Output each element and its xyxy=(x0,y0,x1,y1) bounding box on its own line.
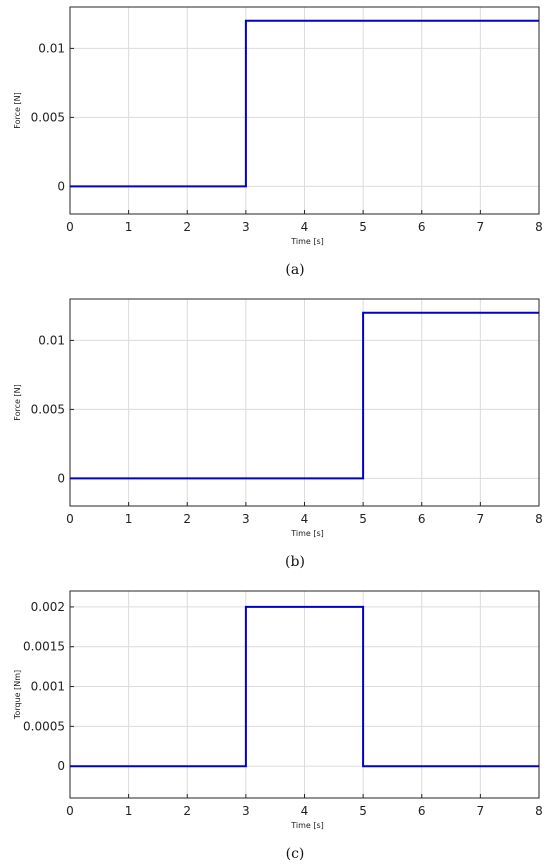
x-tick-label: 8 xyxy=(535,220,543,234)
x-tick-label: 8 xyxy=(535,804,543,818)
x-tick-label: 1 xyxy=(125,220,133,234)
x-tick-label: 5 xyxy=(359,220,367,234)
x-tick-label: 5 xyxy=(359,512,367,526)
y-tick-label: 0.0005 xyxy=(23,719,65,733)
y-tick-label: 0.001 xyxy=(31,680,65,694)
x-tick-label: 0 xyxy=(66,804,74,818)
x-tick-label: 4 xyxy=(301,512,309,526)
x-tick-label: 7 xyxy=(477,804,485,818)
x-tick-label: 2 xyxy=(183,220,191,234)
x-tick-label: 1 xyxy=(125,804,133,818)
series-line-1 xyxy=(70,311,539,480)
y-tick-label: 0.01 xyxy=(38,41,65,55)
x-tick-label: 0 xyxy=(66,512,74,526)
chart-panel-3: 0 1 2 3 4 5 6 7 8 0 0.0005 0.001 0.0015 0.002 Time [s]… xyxy=(13,590,543,862)
x-tick-label: 3 xyxy=(242,512,250,526)
x-tick-label: 6 xyxy=(418,512,426,526)
series-line-1 xyxy=(70,19,539,188)
y-tick-label: 0.005 xyxy=(31,402,65,416)
x-tick-label: 6 xyxy=(418,804,426,818)
x-tick-label: 6 xyxy=(418,220,426,234)
x-tick-label: 4 xyxy=(301,804,309,818)
x-tick-label: 7 xyxy=(477,220,485,234)
x-tick-label: 3 xyxy=(242,220,250,234)
x-axis-label: Time [s] xyxy=(290,821,324,830)
x-tick-label: 2 xyxy=(183,804,191,818)
y-axis-label: Torque [Nm] xyxy=(13,670,22,720)
y-tick-label: 0 xyxy=(57,471,65,485)
x-tick-label: 7 xyxy=(477,512,485,526)
y-axis-label: Force [N] xyxy=(13,92,22,128)
x-tick-label: 5 xyxy=(359,804,367,818)
y-tick-label: 0.01 xyxy=(38,333,65,347)
x-tick-label: 4 xyxy=(301,220,309,234)
x-tick-label: 3 xyxy=(242,804,250,818)
x-tick-label: 2 xyxy=(183,512,191,526)
x-tick-label: 0 xyxy=(66,220,74,234)
chart-panel-1: 0 1 2 3 4 5 6 7 8 0 0.005 0.01 Time [s] Force [N] (a) xyxy=(13,6,543,278)
x-tick-label: 1 xyxy=(125,512,133,526)
series-line-1 xyxy=(70,605,539,768)
y-axis-label: Force [N] xyxy=(13,384,22,420)
panel-caption: (c) xyxy=(286,846,305,862)
chart-panel-2: 0 1 2 3 4 5 6 7 8 0 0.005 0.01 Time [s] Force [N] (b) xyxy=(13,298,543,570)
y-tick-label: 0 xyxy=(57,759,65,773)
panel-caption: (b) xyxy=(285,554,305,570)
panel-caption: (a) xyxy=(285,262,304,278)
y-tick-label: 0 xyxy=(57,179,65,193)
y-tick-label: 0.002 xyxy=(31,600,65,614)
x-tick-label: 8 xyxy=(535,512,543,526)
y-tick-label: 0.005 xyxy=(31,110,65,124)
x-axis-label: Time [s] xyxy=(290,237,324,246)
y-tick-label: 0.0015 xyxy=(23,640,65,654)
x-axis-label: Time [s] xyxy=(290,529,324,538)
